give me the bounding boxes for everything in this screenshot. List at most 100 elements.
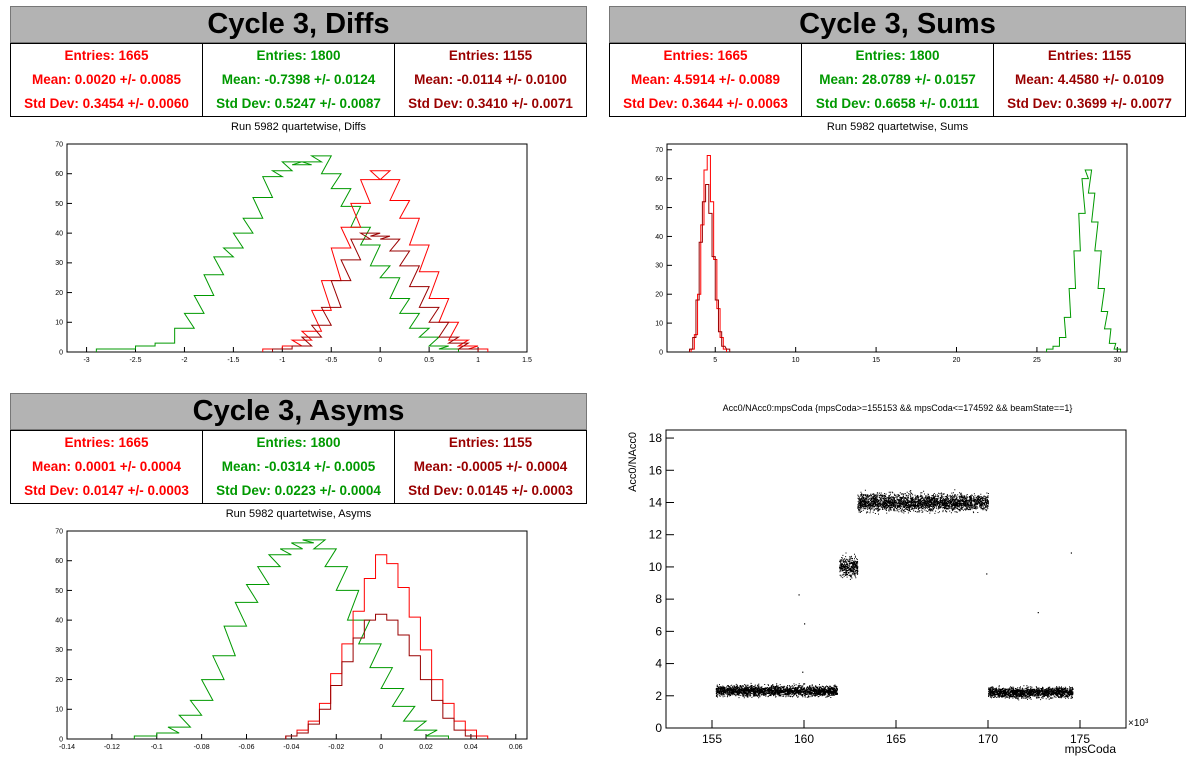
stat-std: Std Dev: 0.5247 +/- 0.0087	[216, 96, 381, 111]
diffs-subtitle: Run 5982 quartetwise, Diffs	[231, 121, 366, 133]
x-tick-label: 30	[1113, 357, 1121, 364]
y-tick-label: 60	[55, 558, 63, 565]
y-tick-label: 60	[55, 171, 63, 178]
x-tick-label: 175	[1070, 732, 1090, 746]
y-tick-label: 6	[655, 624, 662, 638]
y-tick-label: 2	[655, 689, 662, 703]
stat-entries: Entries: 1665	[663, 48, 748, 63]
y-tick-label: 70	[55, 528, 63, 535]
stat-entries: Entries: 1155	[1047, 48, 1132, 63]
histogram-series	[272, 232, 479, 352]
scatter-point	[986, 573, 988, 575]
stat-entries: Entries: 1155	[448, 435, 533, 450]
y-tick-label: 20	[55, 290, 63, 297]
stat-std: Std Dev: 0.3410 +/- 0.0071	[408, 96, 573, 111]
x-tick-label: 165	[886, 732, 906, 746]
y-tick-label: 10	[655, 320, 663, 327]
x-tick-label: -0.04	[283, 744, 299, 751]
stat-entries: Entries: 1155	[448, 48, 533, 63]
y-tick-label: 0	[59, 736, 63, 743]
x-tick-label: 0.04	[464, 744, 478, 751]
plot-frame	[66, 530, 528, 740]
y-tick-label: 60	[655, 176, 663, 183]
sums-stats-green: Entries: 1800 Mean: 28.0789 +/- 0.0157 S…	[801, 43, 993, 117]
x-tick-label: -0.08	[194, 744, 210, 751]
scatter-point	[1070, 552, 1072, 554]
x-tick-label: 155	[702, 732, 722, 746]
diffs-title: Cycle 3, Diffs	[10, 6, 587, 43]
stat-mean: Mean: 4.4580 +/- 0.0109	[1015, 72, 1164, 87]
stat-mean: Mean: -0.0005 +/- 0.0004	[413, 459, 568, 474]
diffs-stats-green: Entries: 1800 Mean: -0.7398 +/- 0.0124 S…	[202, 43, 394, 117]
scatter-cluster	[839, 552, 859, 580]
sums-stats-red: Entries: 1665 Mean: 4.5914 +/- 0.0089 St…	[609, 43, 801, 117]
x-tick-label: -3	[83, 357, 89, 364]
plot-frame	[666, 143, 1128, 353]
y-tick-label: 16	[649, 463, 663, 477]
y-tick-label: 40	[55, 617, 63, 624]
y-tick-label: 50	[55, 588, 63, 595]
x-tick-label: -0.1	[151, 744, 163, 751]
stat-mean: Mean: -0.7398 +/- 0.0124	[221, 72, 376, 87]
asyms-stats-red: Entries: 1665 Mean: 0.0001 +/- 0.0004 St…	[10, 430, 202, 504]
y-tick-label: 0	[655, 721, 662, 735]
x-tick-label: 25	[1033, 357, 1041, 364]
x-tick-label: -1	[279, 357, 285, 364]
y-tick-label: 50	[55, 201, 63, 208]
x-axis-scale-label: ×10³	[1128, 718, 1149, 729]
y-tick-label: 10	[55, 707, 63, 714]
y-tick-label: 10	[55, 320, 63, 327]
y-tick-label: 70	[55, 141, 63, 148]
scatter-point	[804, 623, 806, 625]
stat-mean: Mean: -0.0314 +/- 0.0005	[221, 459, 376, 474]
y-tick-label: 10	[649, 560, 663, 574]
diffs-stats-darkred: Entries: 1155 Mean: -0.0114 +/- 0.0100 S…	[394, 43, 587, 117]
y-tick-label: 4	[655, 657, 662, 671]
plot-frame	[665, 429, 1127, 729]
stat-std: Std Dev: 0.0223 +/- 0.0004	[216, 483, 381, 498]
x-tick-label: 170	[978, 732, 998, 746]
asyms-stats-green: Entries: 1800 Mean: -0.0314 +/- 0.0005 S…	[202, 430, 394, 504]
y-tick-label: 14	[649, 495, 663, 509]
stat-mean: Mean: -0.0114 +/- 0.0100	[414, 72, 567, 87]
histogram-series	[689, 183, 731, 352]
x-tick-label: 0	[378, 357, 382, 364]
stat-std: Std Dev: 0.3699 +/- 0.0077	[1007, 96, 1172, 111]
y-tick-label: 12	[649, 528, 663, 542]
x-tick-label: -1.5	[227, 357, 239, 364]
y-tick-label: 0	[659, 349, 663, 356]
plot-frame	[66, 143, 528, 353]
scatter-cluster	[857, 489, 989, 515]
x-tick-label: -0.12	[104, 744, 120, 751]
scatter-cluster	[715, 682, 838, 699]
histogram-series	[133, 539, 449, 739]
x-tick-label: 160	[794, 732, 814, 746]
x-tick-label: -2	[181, 357, 187, 364]
asyms-title: Cycle 3, Asyms	[10, 393, 587, 430]
histogram-series	[285, 613, 478, 739]
stat-std: Std Dev: 0.0145 +/- 0.0003	[408, 483, 573, 498]
histogram-series	[690, 155, 728, 352]
scatter-point	[798, 594, 800, 596]
y-tick-label: 18	[649, 431, 663, 445]
histogram-series	[95, 155, 459, 352]
scatter-title: Acc0/NAcc0:mpsCoda {mpsCoda>=155153 && m…	[722, 403, 1073, 413]
x-tick-label: -0.5	[325, 357, 337, 364]
stat-std: Std Dev: 0.6658 +/- 0.0111	[815, 96, 980, 111]
x-tick-label: -0.06	[239, 744, 255, 751]
sums-stats-darkred: Entries: 1155 Mean: 4.4580 +/- 0.0109 St…	[993, 43, 1186, 117]
scatter-point	[1037, 612, 1039, 614]
stat-entries: Entries: 1665	[64, 48, 149, 63]
x-tick-label: 0.02	[419, 744, 433, 751]
y-tick-label: 20	[55, 677, 63, 684]
x-tick-label: -0.14	[59, 744, 75, 751]
diffs-stats-box: Entries: 1665 Mean: 0.0020 +/- 0.0085 St…	[10, 43, 587, 117]
scatter-point	[802, 671, 804, 673]
y-tick-label: 30	[55, 647, 63, 654]
x-tick-label: 15	[872, 357, 880, 364]
x-tick-label: 1	[476, 357, 480, 364]
